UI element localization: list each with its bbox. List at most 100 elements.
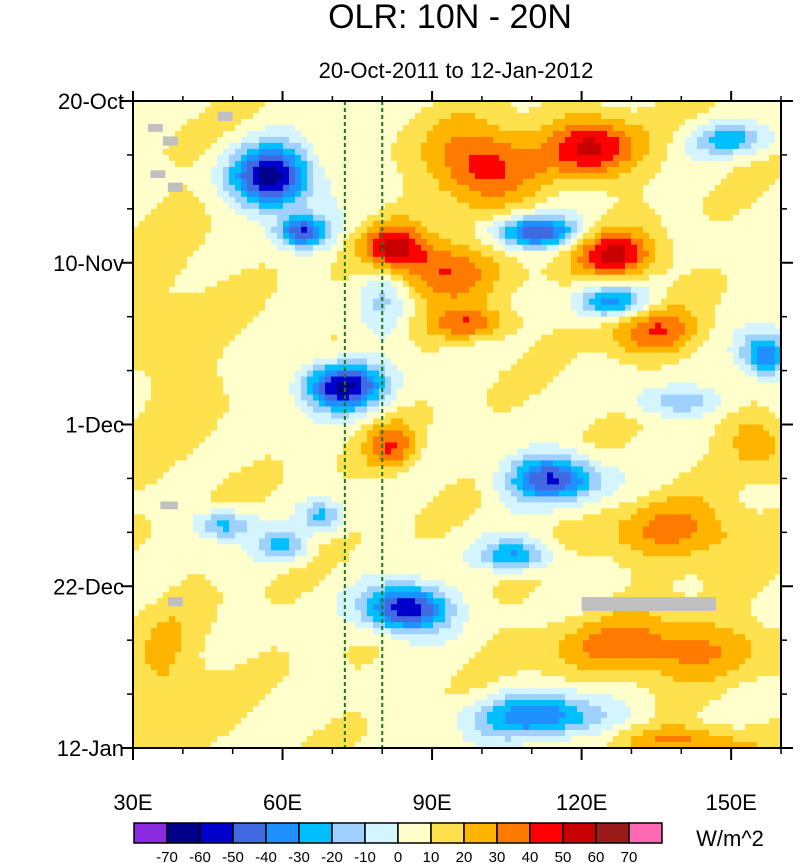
field-cell [517,214,524,222]
field-cell [469,142,476,150]
field-cell [253,250,260,258]
field-cell [175,130,182,138]
field-cell [499,304,506,312]
field-cell [673,148,680,156]
field-cell [325,136,332,144]
field-cell [271,268,278,276]
field-cell [403,184,410,192]
field-cell [751,346,758,354]
field-cell [691,101,698,108]
field-cell [427,286,434,294]
field-cell [703,286,710,294]
field-cell [241,256,248,264]
field-cell [301,124,308,132]
field-cell [655,106,662,114]
field-cell [577,190,584,198]
field-cell [745,124,752,132]
field-cell [229,316,236,324]
field-cell [655,364,662,372]
field-cell [325,184,332,192]
field-cell [685,262,692,270]
field-cell [529,136,536,144]
field-cell [607,364,614,372]
field-cell [457,298,464,306]
field-cell [277,160,284,168]
field-cell [481,226,488,234]
field-cell [499,190,506,198]
field-cell [331,154,338,162]
field-cell [175,244,182,252]
field-cell [703,358,710,366]
field-cell [553,262,560,270]
field-cell [277,130,284,138]
field-cell [637,286,644,294]
field-cell [619,322,626,330]
field-cell [385,208,392,216]
field-cell [769,148,776,156]
field-cell [769,292,776,300]
field-cell [253,358,260,366]
field-cell [397,154,404,162]
field-cell [421,124,428,132]
field-cell [241,112,248,120]
field-cell [631,292,638,300]
field-cell [679,322,686,330]
field-cell [457,101,464,108]
field-cell [517,124,524,132]
field-cell [241,238,248,246]
field-cell [751,274,758,282]
field-cell [445,214,452,222]
field-cell [397,124,404,132]
field-cell [643,280,650,288]
field-cell [709,244,716,252]
field-cell [703,280,710,288]
field-cell [583,250,590,258]
field-cell [265,118,272,126]
field-cell [451,160,458,168]
field-cell [667,340,674,348]
field-cell [733,322,740,330]
field-cell [367,238,374,246]
field-cell [475,310,482,318]
field-cell [415,256,422,264]
field-cell [541,292,548,300]
field-cell [151,280,158,288]
field-cell [457,136,464,144]
field-cell [463,124,470,132]
field-cell [481,208,488,216]
field-cell [313,184,320,192]
field-cell [427,208,434,216]
field-cell [697,166,704,174]
field-cell [763,184,770,192]
field-cell [763,148,770,156]
field-cell [343,340,350,348]
field-cell [403,142,410,150]
field-cell [421,346,428,354]
field-cell [451,298,458,306]
field-cell [361,112,368,120]
field-cell [151,118,158,126]
field-cell [139,148,146,156]
field-cell [349,202,356,210]
field-cell [691,196,698,204]
field-cell [493,292,500,300]
field-cell [253,346,260,354]
field-cell [595,268,602,276]
field-cell [625,220,632,228]
field-cell [463,358,470,366]
field-cell [757,310,764,318]
field-cell [619,310,626,318]
field-cell [625,316,632,324]
field-cell [445,232,452,240]
field-cell [235,292,242,300]
field-cell [211,316,218,324]
field-cell [487,148,494,156]
field-cell [667,136,674,144]
field-cell [367,136,374,144]
field-cell [229,166,236,174]
field-cell [661,154,668,162]
field-cell [649,160,656,168]
field-cell [763,358,770,366]
field-cell [421,154,428,162]
field-cell [553,184,560,192]
